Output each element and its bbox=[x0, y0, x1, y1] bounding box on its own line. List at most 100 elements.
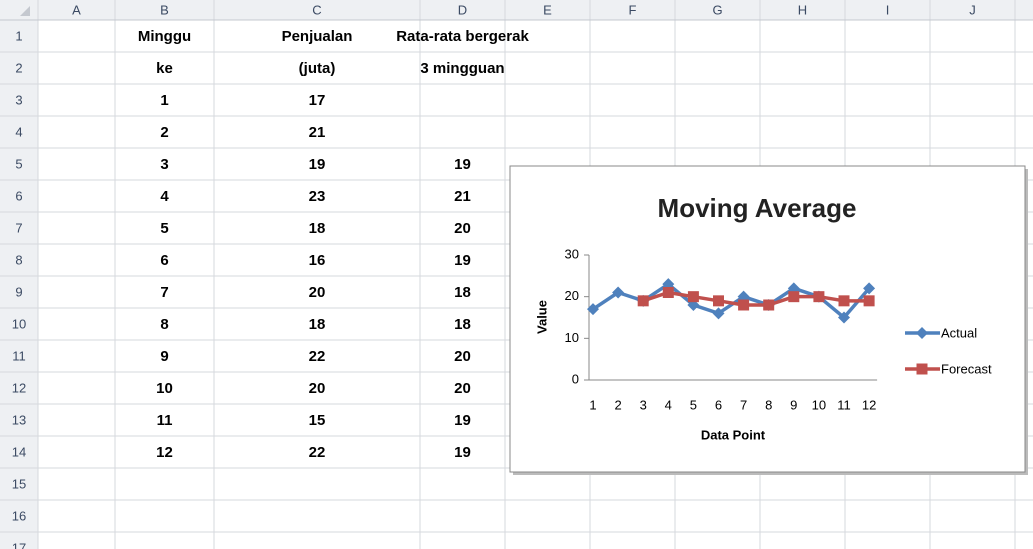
row-header: 13 bbox=[12, 412, 26, 427]
x-tick-label: 2 bbox=[614, 397, 621, 412]
cell: (juta) bbox=[299, 60, 336, 77]
marker bbox=[662, 287, 674, 298]
series-line bbox=[642, 290, 870, 307]
cell: 19 bbox=[454, 412, 471, 429]
marker bbox=[788, 291, 800, 303]
cell: 3 mingguan bbox=[420, 60, 504, 77]
x-tick-label: 5 bbox=[690, 397, 697, 412]
column-header: F bbox=[629, 2, 637, 17]
cell: 15 bbox=[309, 412, 326, 429]
cell: 23 bbox=[309, 188, 326, 205]
x-tick-label: 1 bbox=[589, 397, 596, 412]
cell: 7 bbox=[160, 284, 168, 301]
row-header: 2 bbox=[15, 60, 22, 75]
cell: 4 bbox=[160, 188, 169, 205]
row-header: 7 bbox=[15, 220, 22, 235]
marker bbox=[863, 295, 875, 307]
column-header: G bbox=[712, 2, 722, 17]
x-tick-label: 12 bbox=[862, 397, 876, 412]
cell: 22 bbox=[309, 348, 326, 365]
y-axis-title: Value bbox=[534, 300, 549, 334]
cell: 17 bbox=[309, 92, 326, 109]
row-header-bar bbox=[0, 20, 38, 549]
x-tick-label: 4 bbox=[665, 397, 672, 412]
chart-area bbox=[509, 165, 1026, 473]
legend-marker bbox=[916, 363, 928, 375]
cell: 21 bbox=[309, 124, 326, 141]
marker bbox=[738, 299, 750, 311]
cell: Rata-rata bergerak bbox=[396, 28, 529, 45]
cell: 20 bbox=[309, 380, 326, 397]
cell: 18 bbox=[309, 316, 326, 333]
cell: 19 bbox=[454, 156, 471, 173]
cell: 2 bbox=[160, 124, 168, 141]
marker bbox=[637, 295, 649, 307]
marker bbox=[713, 295, 724, 307]
y-tick-label: 0 bbox=[572, 371, 579, 386]
row-header: 1 bbox=[15, 28, 22, 43]
row-header: 8 bbox=[15, 252, 22, 267]
marker bbox=[612, 286, 625, 299]
marker bbox=[813, 291, 825, 303]
column-header: H bbox=[798, 2, 807, 17]
cell: 10 bbox=[156, 380, 173, 397]
cell: 11 bbox=[157, 412, 173, 429]
column-header-bar bbox=[0, 0, 1033, 20]
column-header: B bbox=[160, 2, 169, 17]
row-header: 4 bbox=[15, 124, 22, 139]
cell: 19 bbox=[454, 252, 471, 269]
marker bbox=[863, 282, 876, 295]
cell: 19 bbox=[309, 156, 326, 173]
row-header: 10 bbox=[12, 316, 26, 331]
cell: 3 bbox=[160, 156, 168, 173]
legend-marker bbox=[916, 327, 928, 339]
cell: 8 bbox=[160, 316, 168, 333]
legend-label: Forecast bbox=[941, 361, 992, 376]
x-tick-label: 10 bbox=[812, 397, 826, 412]
cell: 18 bbox=[454, 316, 471, 333]
column-header: A bbox=[72, 2, 81, 17]
cell: 21 bbox=[454, 188, 471, 205]
column-header: J bbox=[969, 2, 976, 17]
marker bbox=[838, 311, 850, 324]
row-header: 16 bbox=[12, 508, 26, 523]
row-header: 14 bbox=[12, 444, 26, 459]
y-tick-label: 20 bbox=[565, 288, 579, 303]
cell: 20 bbox=[454, 380, 471, 397]
row-header: 3 bbox=[15, 92, 22, 107]
cell: ke bbox=[156, 60, 173, 77]
row-header: 12 bbox=[12, 380, 26, 395]
row-header: 6 bbox=[15, 188, 22, 203]
cell: 12 bbox=[156, 444, 173, 461]
cell: 22 bbox=[309, 444, 326, 461]
row-header: 11 bbox=[12, 348, 26, 363]
cell: 5 bbox=[160, 220, 168, 237]
x-tick-label: 3 bbox=[640, 397, 647, 412]
select-all-triangle bbox=[20, 6, 30, 16]
row-header: 17 bbox=[12, 540, 26, 549]
x-tick-label: 6 bbox=[715, 397, 722, 412]
column-header: C bbox=[312, 2, 321, 17]
column-header: I bbox=[886, 2, 890, 17]
cell: Minggu bbox=[138, 28, 191, 45]
x-tick-label: 8 bbox=[765, 397, 772, 412]
cell: 18 bbox=[454, 284, 471, 301]
cell: Penjualan bbox=[282, 28, 353, 45]
cell: 18 bbox=[309, 220, 326, 237]
y-tick-label: 10 bbox=[565, 330, 579, 345]
marker bbox=[763, 299, 775, 311]
x-tick-label: 7 bbox=[740, 397, 747, 412]
x-tick-label: 11 bbox=[837, 397, 851, 412]
marker bbox=[587, 303, 599, 316]
x-axis-title: Data Point bbox=[701, 427, 766, 442]
cell: 16 bbox=[309, 252, 326, 269]
row-header: 5 bbox=[15, 156, 22, 171]
column-header: D bbox=[458, 2, 467, 17]
row-header: 15 bbox=[12, 476, 26, 491]
chart-title: Moving Average bbox=[658, 193, 857, 223]
cell: 1 bbox=[160, 92, 168, 109]
marker bbox=[687, 291, 699, 303]
cell: 19 bbox=[454, 444, 471, 461]
